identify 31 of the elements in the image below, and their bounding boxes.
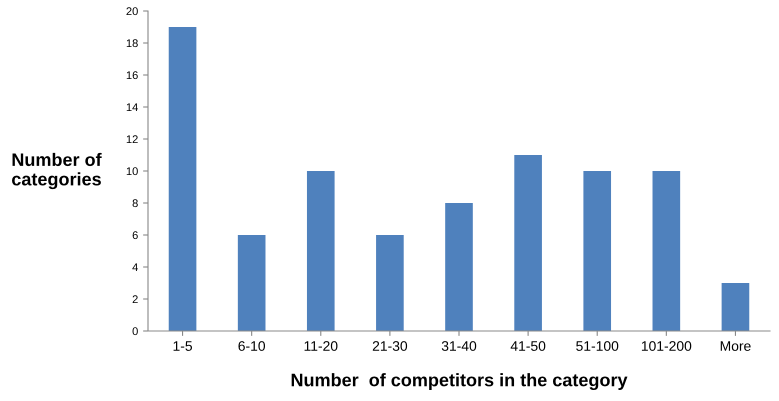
- bar: [722, 283, 750, 331]
- x-tick-label: 31-40: [442, 341, 476, 351]
- bar: [306, 171, 335, 331]
- y-tick-label: 12: [126, 135, 138, 144]
- x-tick-label: More: [720, 341, 751, 351]
- y-tick-label: 10: [126, 167, 138, 176]
- x-tick-label: 1-5: [174, 341, 192, 351]
- y-tick-label: 8: [132, 199, 138, 208]
- y-tick-label: 0: [132, 327, 138, 336]
- y-tick-label: 2: [132, 295, 138, 304]
- x-tick-label: 11-20: [304, 341, 338, 351]
- y-tick-label: 6: [132, 231, 138, 240]
- bar: [168, 27, 196, 331]
- bar: [652, 171, 680, 331]
- x-tick-label: 21-30: [372, 341, 408, 351]
- x-tick-label: 41-50: [510, 341, 546, 351]
- bar: [238, 235, 266, 331]
- y-tick-label: 14: [126, 103, 138, 112]
- y-tick-label: 20: [126, 7, 138, 16]
- x-tick-label: 6-10: [238, 341, 266, 351]
- bar: [445, 203, 473, 331]
- y-tick-label: 18: [126, 39, 138, 48]
- y-axis-title: Number of categories: [12, 152, 102, 190]
- bar: [514, 155, 542, 331]
- y-tick-label: 16: [126, 71, 138, 80]
- x-tick-label: 51-100: [576, 341, 618, 351]
- bar: [583, 171, 612, 331]
- x-tick-label: 101-200: [642, 341, 692, 351]
- bar: [376, 235, 404, 331]
- y-tick-label: 4: [132, 263, 138, 272]
- x-axis-title: Number of competitors in the category: [292, 373, 628, 390]
